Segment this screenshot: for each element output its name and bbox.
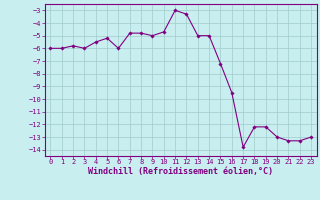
- X-axis label: Windchill (Refroidissement éolien,°C): Windchill (Refroidissement éolien,°C): [88, 167, 273, 176]
